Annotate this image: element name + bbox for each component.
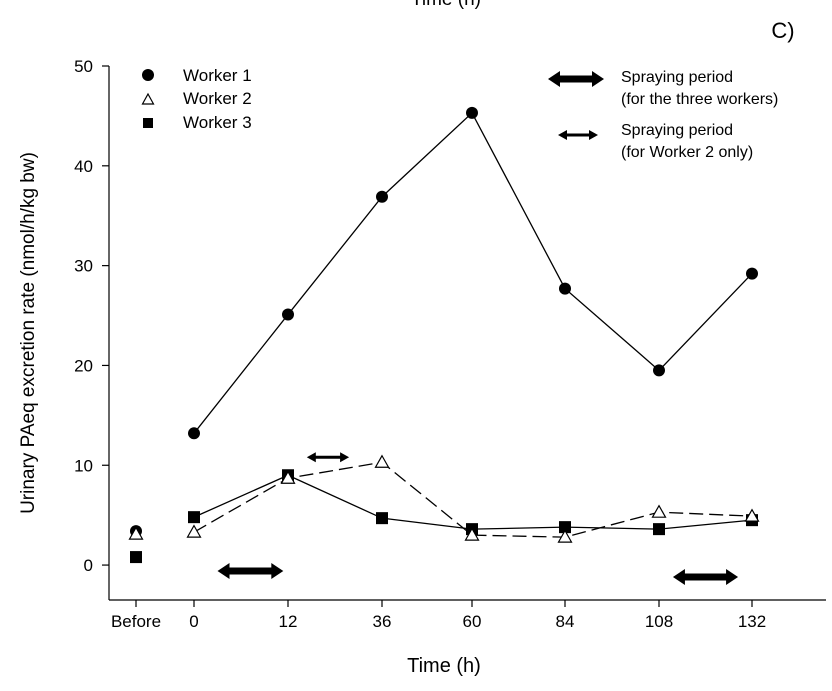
spraying-arrow-2: [306, 452, 350, 463]
point-worker-2-108: [651, 504, 667, 518]
y-ticks: 0 10 20 30 40 50: [74, 57, 109, 575]
point-worker-2-12: [280, 470, 296, 484]
y-axis-label: Urinary PAeq excretion rate (nmol/h/kg b…: [18, 152, 39, 514]
x-tick-label-0: 0: [189, 612, 198, 631]
legend-label-worker-2: Worker 2: [183, 89, 252, 108]
legend-label-worker-3: Worker 3: [183, 113, 252, 132]
point-worker-3-84: [559, 521, 571, 534]
point-worker-1-132: [746, 267, 758, 280]
point-worker-1-12: [282, 308, 294, 321]
point-worker-2-0: [186, 524, 202, 538]
legend-thin-arrow: [558, 130, 598, 140]
y-tick-label-30: 30: [74, 257, 93, 276]
point-worker-1-84: [559, 282, 571, 295]
x-tick-label-12: 12: [279, 612, 298, 631]
spraying-period-arrows: [217, 452, 739, 586]
spraying-legend: Spraying period (for the three workers) …: [548, 69, 778, 161]
point-worker-1-60: [466, 106, 478, 119]
legend-marker-worker-1: [142, 69, 154, 81]
y-tick-label-40: 40: [74, 157, 93, 176]
legend-thick-label-1: Spraying period: [621, 69, 733, 86]
legend-thick-arrow: [548, 71, 604, 87]
x-tick-label-before: Before: [111, 612, 161, 631]
legend-thin-label-1: Spraying period: [621, 122, 733, 139]
point-worker-3-0: [188, 511, 200, 524]
point-worker-3-108: [653, 523, 665, 536]
series-line-worker-3: [193, 474, 753, 530]
panel-label: C): [771, 18, 794, 43]
y-tick-label-50: 50: [74, 57, 93, 76]
legend-thin-label-2: (for Worker 2 only): [621, 144, 753, 161]
legend-label-worker-1: Worker 1: [183, 66, 252, 85]
point-worker-3-before: [130, 551, 142, 564]
series-markers: [128, 106, 760, 564]
point-worker-2-36: [374, 454, 390, 468]
x-tick-label-36: 36: [373, 612, 392, 631]
point-worker-2-84: [557, 529, 573, 543]
spraying-arrow-3: [672, 569, 739, 586]
point-worker-2-before: [128, 526, 144, 540]
legend-marker-worker-3: [143, 118, 153, 128]
y-tick-label-10: 10: [74, 456, 93, 475]
point-worker-2-132: [744, 508, 760, 522]
y-tick-label-0: 0: [84, 556, 93, 575]
legend-marker-worker-2: [141, 92, 155, 105]
point-worker-1-108: [653, 364, 665, 377]
spraying-arrow-1: [217, 563, 284, 580]
series-lines: [193, 111, 753, 538]
y-tick-label-20: 20: [74, 356, 93, 375]
legend-thick-label-2: (for the three workers): [621, 91, 778, 108]
x-ticks: Before 0 12 36 60 84 108 132: [111, 600, 766, 631]
point-worker-3-36: [376, 512, 388, 525]
x-tick-label-108: 108: [645, 612, 673, 631]
point-worker-1-36: [376, 190, 388, 203]
cropped-title: Time (h): [411, 0, 481, 10]
x-tick-label-132: 132: [738, 612, 766, 631]
x-axis-label: Time (h): [407, 655, 481, 677]
point-worker-2-60: [464, 527, 480, 541]
x-tick-label-84: 84: [556, 612, 575, 631]
x-tick-label-60: 60: [463, 612, 482, 631]
point-worker-1-0: [188, 427, 200, 440]
series-legend: Worker 1 Worker 2 Worker 3: [141, 66, 252, 132]
